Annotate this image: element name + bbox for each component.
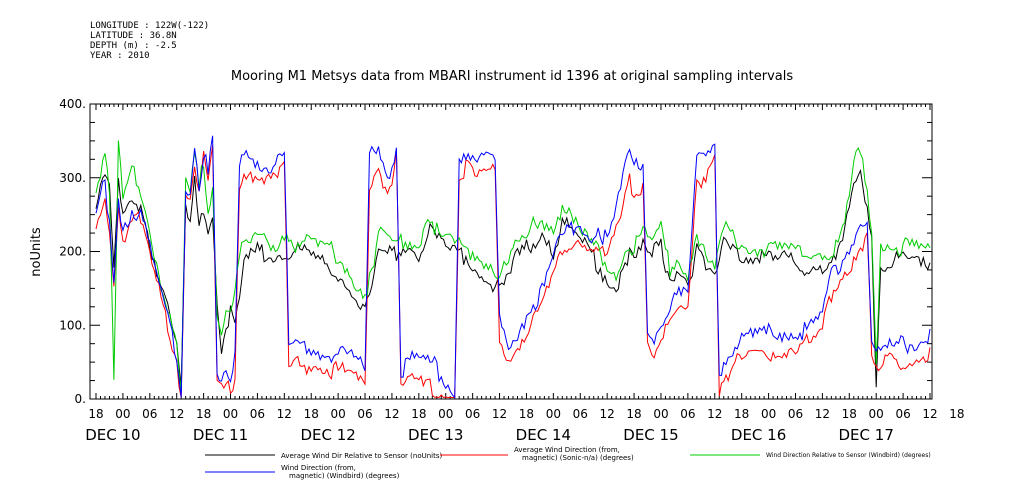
legend-label: Average Wind Direction (from, magnetic) (…: [514, 446, 634, 462]
x-day-label: DEC 15: [623, 426, 678, 444]
x-hour-label: 12: [492, 407, 507, 421]
x-hour-label: 18: [519, 407, 534, 421]
legend-label: Average Wind Dir Relative to Sensor (noU…: [281, 452, 442, 460]
x-hour-label: 00: [761, 407, 776, 421]
series-line-2: [95, 145, 931, 399]
metadata-block: LONGITUDE : 122W(-122) LATITUDE : 36.8N …: [90, 21, 209, 61]
x-hour-label: 18: [949, 407, 964, 421]
x-day-label: DEC 16: [731, 426, 786, 444]
x-hour-label: 06: [357, 407, 372, 421]
x-hour-label: 12: [815, 407, 830, 421]
x-day-label: DEC 14: [516, 426, 571, 444]
x-hour-label: 18: [304, 407, 319, 421]
x-hour-label: 06: [142, 407, 157, 421]
x-hour-label: 18: [842, 407, 857, 421]
y-tick-label: 0.: [75, 392, 86, 406]
x-hour-label: 12: [707, 407, 722, 421]
y-tick-label: 400.: [59, 97, 86, 111]
x-hour-label: 18: [411, 407, 426, 421]
x-hour-label: 06: [465, 407, 480, 421]
meta-depth: DEPTH (m) : -2.5: [90, 41, 177, 51]
legend-label: Wind Direction Relative to Sensor (Windb…: [766, 452, 931, 459]
series-line-3: [95, 140, 931, 392]
x-hour-label: 12: [384, 407, 399, 421]
y-tick-label: 200.: [59, 245, 86, 259]
x-hour-label: 00: [869, 407, 884, 421]
x-hour-label: 12: [277, 407, 292, 421]
x-hour-label: 06: [250, 407, 265, 421]
x-hour-label: 00: [438, 407, 453, 421]
x-day-label: DEC 13: [408, 426, 463, 444]
y-axis-label: noUnits: [29, 227, 44, 277]
x-hour-label: 06: [573, 407, 588, 421]
legend-label: Wind Direction (from, magnetic) (Windbird…: [281, 464, 400, 480]
x-hour-label: 00: [653, 407, 668, 421]
x-hour-label: 12: [169, 407, 184, 421]
x-hour-label: 00: [223, 407, 238, 421]
series-layer: [95, 135, 931, 399]
x-hour-label: 00: [115, 407, 130, 421]
y-tick-label: 100.: [59, 318, 86, 332]
x-hour-label: 12: [600, 407, 615, 421]
x-hour-label: 18: [88, 407, 103, 421]
x-day-label: DEC 10: [85, 426, 140, 444]
series-line-1: [95, 168, 931, 388]
meta-longitude: LONGITUDE : 122W(-122): [90, 21, 210, 31]
x-hour-label: 06: [680, 407, 695, 421]
x-hour-label: 06: [788, 407, 803, 421]
legend: Average Wind Dir Relative to Sensor (noU…: [205, 446, 931, 480]
chart-title: Mooring M1 Metsys data from MBARI instru…: [231, 69, 793, 84]
y-tick-label: 300.: [59, 171, 86, 185]
x-hour-label: 18: [196, 407, 211, 421]
x-day-label: DEC 11: [193, 426, 248, 444]
meta-latitude: LATITUDE : 36.8N: [90, 31, 177, 41]
x-day-label: DEC 12: [300, 426, 355, 444]
axis-ticks: 18 00 06 12 18 00 06 12 18 00 06 12 18 00 06 12 18 00 06 12…: [59, 97, 964, 444]
x-day-label: DEC 17: [839, 426, 894, 444]
x-hour-label: 12: [922, 407, 937, 421]
series-line-4: [95, 135, 931, 399]
x-hour-label: 06: [895, 407, 910, 421]
x-hour-label: 00: [546, 407, 561, 421]
x-hour-label: 18: [734, 407, 749, 421]
x-hour-label: 18: [626, 407, 641, 421]
meta-year: YEAR : 2010: [90, 51, 150, 61]
x-hour-label: 00: [330, 407, 345, 421]
